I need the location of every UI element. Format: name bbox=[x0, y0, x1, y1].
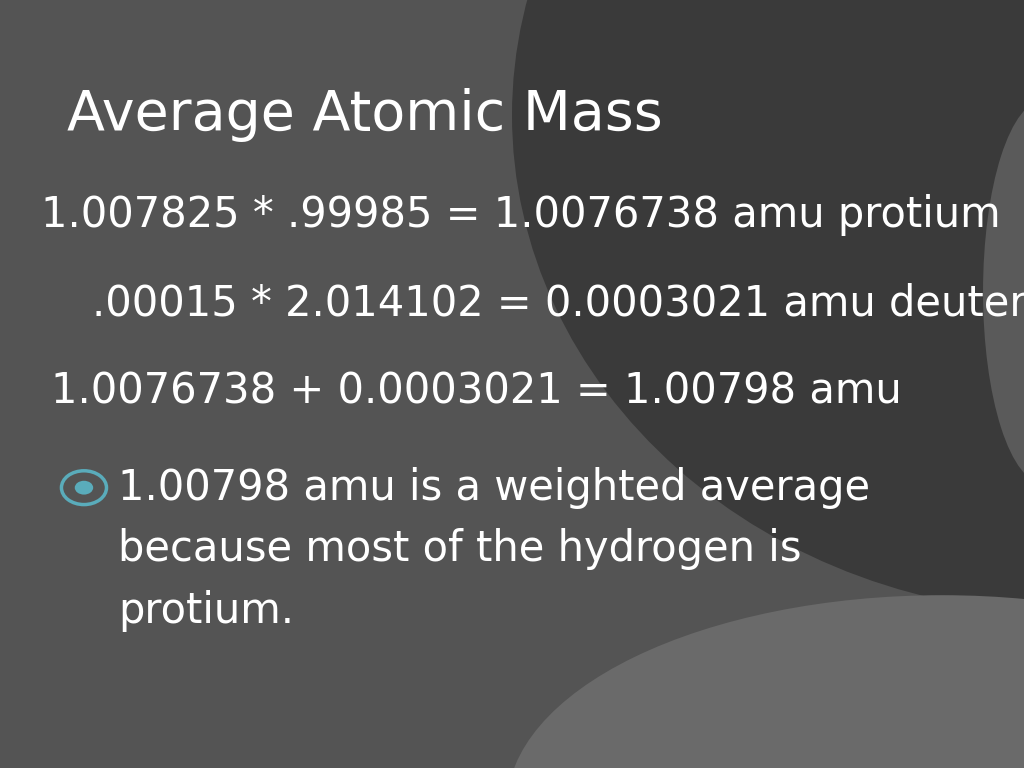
Text: .00015 * 2.014102 = 0.0003021 amu deuterium: .00015 * 2.014102 = 0.0003021 amu deuter… bbox=[92, 283, 1024, 324]
Text: protium.: protium. bbox=[118, 590, 294, 631]
Text: 1.00798 amu is a weighted average: 1.00798 amu is a weighted average bbox=[118, 467, 869, 508]
Ellipse shape bbox=[512, 0, 1024, 614]
Ellipse shape bbox=[507, 595, 1024, 768]
Text: Average Atomic Mass: Average Atomic Mass bbox=[67, 88, 663, 142]
Text: 1.0076738 + 0.0003021 = 1.00798 amu: 1.0076738 + 0.0003021 = 1.00798 amu bbox=[51, 371, 902, 412]
Text: 1.007825 * .99985 = 1.0076738 amu protium: 1.007825 * .99985 = 1.0076738 amu protiu… bbox=[41, 194, 1000, 236]
Circle shape bbox=[75, 481, 93, 495]
Text: because most of the hydrogen is: because most of the hydrogen is bbox=[118, 528, 801, 570]
Ellipse shape bbox=[983, 100, 1024, 484]
